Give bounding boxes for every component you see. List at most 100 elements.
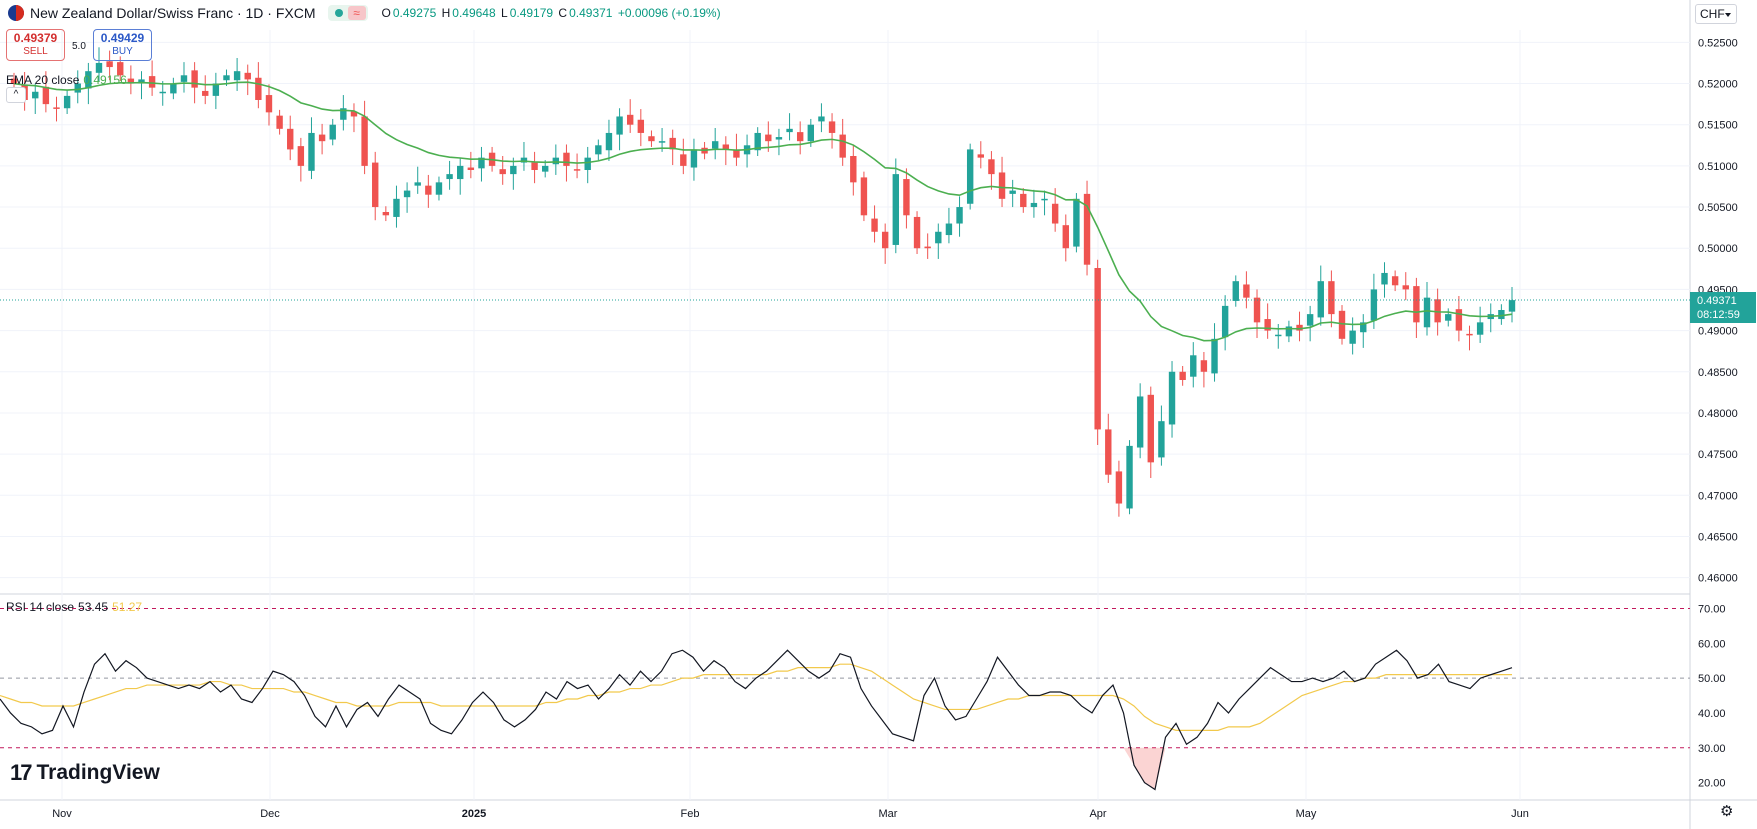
sell-label: SELL xyxy=(23,46,48,57)
candle-body xyxy=(1466,333,1473,336)
candle-body xyxy=(1253,297,1261,323)
candle-body xyxy=(520,157,528,163)
candle-body xyxy=(1285,326,1293,337)
candle-body xyxy=(1243,284,1250,298)
candle-body xyxy=(255,77,262,100)
candle-body xyxy=(1445,314,1452,321)
buy-price: 0.49429 xyxy=(100,31,145,45)
price-tick-label: 0.47500 xyxy=(1698,449,1738,461)
currency-selector[interactable]: CHF xyxy=(1695,4,1737,24)
ema-legend[interactable]: EMA 20 close 0.49156 xyxy=(6,73,127,87)
candle-body xyxy=(626,114,634,125)
candle-body xyxy=(669,137,676,150)
chart-header: New Zealand Dollar/Swiss Franc · 1D · FX… xyxy=(0,0,723,26)
candle-body xyxy=(1158,421,1165,458)
candle-body xyxy=(138,79,145,84)
candle-body xyxy=(1221,305,1229,338)
candle-body xyxy=(892,174,900,245)
candle-body xyxy=(244,72,251,80)
candle-body xyxy=(63,95,71,109)
low-label: L xyxy=(501,6,508,20)
candle-body xyxy=(329,124,336,140)
price-tick-label: 0.51500 xyxy=(1698,120,1738,132)
sell-button[interactable]: 0.49379 SELL xyxy=(6,29,65,61)
candle-body xyxy=(711,141,719,149)
candle-body xyxy=(1136,396,1144,448)
candle-body xyxy=(595,145,602,155)
candle-body xyxy=(425,185,432,195)
candle-body xyxy=(212,83,220,96)
rsi-tick-label: 70.00 xyxy=(1698,603,1726,615)
candle-body xyxy=(1306,314,1314,326)
candle-body xyxy=(297,146,305,166)
candle-body xyxy=(733,149,740,158)
time-tick-label: Mar xyxy=(879,808,898,820)
market-open-dot-icon xyxy=(334,9,343,17)
candle-body xyxy=(966,149,974,204)
price-tick-label: 0.46000 xyxy=(1698,573,1738,585)
candle-body xyxy=(924,246,931,249)
candle-body xyxy=(1423,297,1431,328)
candle-body xyxy=(467,167,475,170)
candle-body xyxy=(202,90,209,96)
candle-body xyxy=(85,71,92,89)
buy-label: BUY xyxy=(112,46,133,57)
tradingview-logo[interactable]: 17 TradingView xyxy=(10,760,160,786)
rsi-ma-line xyxy=(0,663,1512,731)
candle-body xyxy=(159,91,166,94)
candle-body xyxy=(998,172,1006,199)
candle-body xyxy=(637,119,645,133)
ohlc-readout: O 0.49275 H 0.49648 L 0.49179 C 0.49371 +0.0… xyxy=(382,6,723,20)
candle-body xyxy=(1391,276,1399,286)
buy-button[interactable]: 0.49429 BUY xyxy=(93,29,152,61)
price-tick-label: 0.49000 xyxy=(1698,326,1738,338)
price-tick-label: 0.48000 xyxy=(1698,408,1738,420)
candle-body xyxy=(881,231,889,249)
candle-body xyxy=(935,231,942,244)
candle-body xyxy=(648,136,655,142)
settings-gear-icon[interactable]: ⚙ xyxy=(1720,803,1734,820)
candle-body xyxy=(1115,471,1123,504)
rsi-tick-label: 40.00 xyxy=(1698,708,1726,720)
candle-body xyxy=(1083,193,1091,265)
candle-body xyxy=(690,149,698,168)
candle-body xyxy=(945,223,953,236)
candle-body xyxy=(1434,299,1441,323)
candle-body xyxy=(191,70,198,88)
candle-body xyxy=(616,116,623,135)
high-value: 0.49648 xyxy=(452,6,496,20)
candle-body xyxy=(499,169,506,175)
candle-body xyxy=(828,121,836,133)
candle-body xyxy=(74,83,81,93)
candle-body xyxy=(403,190,411,198)
collapse-legend-button[interactable]: ^ xyxy=(6,87,26,103)
candle-body xyxy=(1030,202,1038,208)
bar-countdown: 08:12:59 xyxy=(1697,309,1740,322)
candle-body xyxy=(318,134,326,142)
candle-body xyxy=(552,157,560,165)
candle-body xyxy=(1168,371,1176,425)
high-label: H xyxy=(441,6,451,20)
candle-body xyxy=(1349,330,1356,344)
rsi-ma-legend-value: 51.27 xyxy=(112,600,143,614)
rsi-legend[interactable]: RSI 14 close 53.45 51.27 xyxy=(6,600,142,614)
candle-body xyxy=(414,182,421,186)
candle-body xyxy=(308,132,315,171)
candle-body xyxy=(1317,281,1324,318)
candle-body xyxy=(765,134,772,142)
symbol-title[interactable]: New Zealand Dollar/Swiss Franc · 1D · FX… xyxy=(30,5,316,21)
nzd-chf-flag-icon xyxy=(8,5,24,21)
candle-body xyxy=(1200,360,1208,372)
candle-body xyxy=(542,165,549,172)
ema-20-line xyxy=(13,81,1513,342)
candle-body xyxy=(148,76,156,88)
rsi-line xyxy=(0,649,1513,791)
candle-body xyxy=(446,174,453,180)
candle-body xyxy=(117,62,124,76)
time-tick-label: May xyxy=(1296,808,1317,820)
tradingview-wordmark: TradingView xyxy=(36,761,160,784)
last-price-tag: 0.49371 08:12:59 xyxy=(1690,292,1756,324)
market-status-pill[interactable]: ≈ xyxy=(327,5,368,21)
open-value: 0.49275 xyxy=(392,6,437,20)
